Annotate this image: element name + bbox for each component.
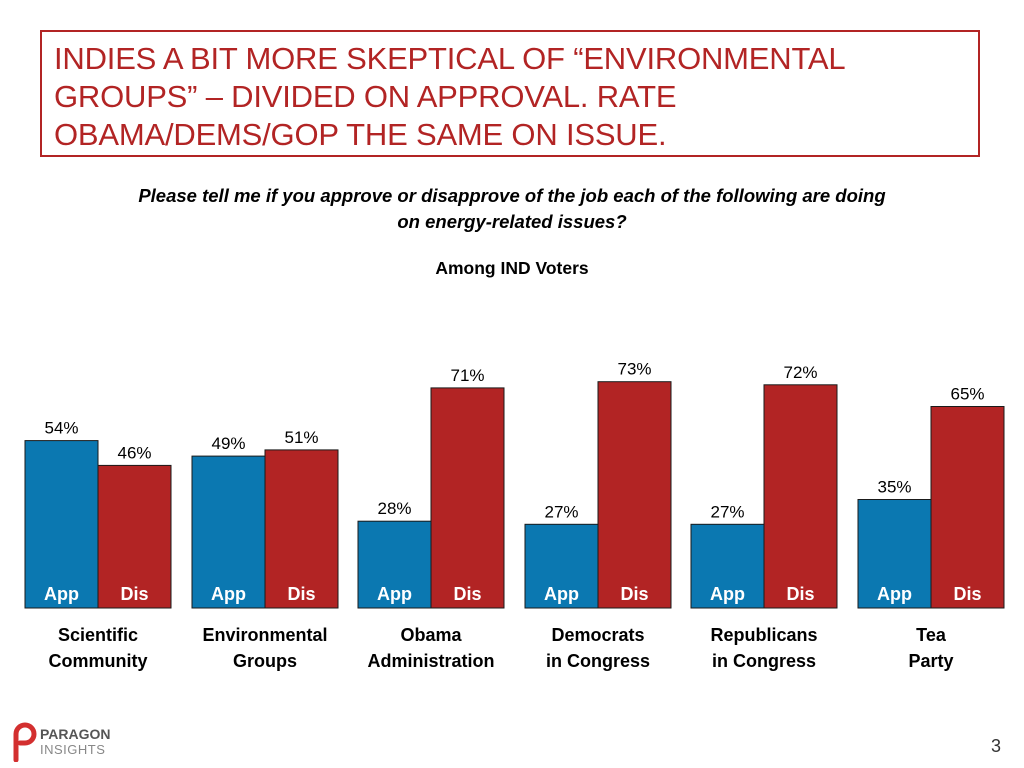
title-box: INDIES A BIT MORE SKEPTICAL OF “ENVIRONM…: [40, 30, 980, 157]
series-label-dis: Dis: [120, 584, 148, 604]
series-label-app: App: [211, 584, 246, 604]
category-label: in Congress: [712, 651, 816, 671]
category-label: Environmental: [202, 625, 327, 645]
category-label: Republicans: [710, 625, 817, 645]
bar-app: [357, 520, 432, 609]
logo-brand-top: PARAGON: [40, 726, 111, 742]
bar-dis: [597, 381, 672, 609]
data-label: 46%: [117, 443, 151, 462]
bar-dis: [763, 384, 838, 609]
logo-brand-bottom: INSIGHTS: [40, 742, 105, 757]
title-line-2: GROUPS” – DIVIDED ON APPROVAL. RATE: [54, 79, 677, 114]
series-label-dis: Dis: [953, 584, 981, 604]
bar-dis: [930, 406, 1005, 609]
bar-dis: [430, 387, 505, 609]
chart-subtitle: Among IND Voters: [435, 258, 589, 278]
paragon-insights-logo: PARAGON INSIGHTS: [13, 722, 111, 762]
survey-question: Please tell me if you approve or disappr…: [30, 183, 994, 235]
data-label: 65%: [950, 385, 984, 404]
data-label: 27%: [544, 502, 578, 521]
data-label: 54%: [44, 419, 78, 438]
bar-app: [24, 440, 99, 609]
title-line-3: OBAMA/DEMS/GOP THE SAME ON ISSUE.: [54, 117, 667, 152]
bar-app: [524, 523, 599, 609]
data-label: 72%: [783, 363, 817, 382]
category-label: Scientific: [58, 625, 138, 645]
bar-app: [191, 455, 266, 609]
series-label-dis: Dis: [620, 584, 648, 604]
series-label-app: App: [710, 584, 745, 604]
bar-dis: [264, 449, 339, 609]
category-label: Democrats: [551, 625, 644, 645]
paragon-p-icon: [13, 722, 37, 762]
category-label: Administration: [367, 651, 494, 671]
category-label: Community: [49, 651, 148, 671]
data-label: 27%: [710, 502, 744, 521]
title-line-1: INDIES A BIT MORE SKEPTICAL OF “ENVIRONM…: [54, 41, 846, 76]
series-label-dis: Dis: [287, 584, 315, 604]
data-label: 73%: [617, 360, 651, 379]
series-label-dis: Dis: [453, 584, 481, 604]
series-label-app: App: [544, 584, 579, 604]
data-label: 49%: [211, 434, 245, 453]
question-line-1: Please tell me if you approve or disappr…: [138, 185, 886, 206]
bar-chart: 54% App 46% Dis Scientific Community 49% App 51%…: [24, 360, 1005, 671]
category-label: in Congress: [546, 651, 650, 671]
category-label: Groups: [233, 651, 297, 671]
data-label: 51%: [284, 428, 318, 447]
series-label-app: App: [44, 584, 79, 604]
question-line-2: on energy-related issues?: [397, 211, 627, 232]
series-label-app: App: [877, 584, 912, 604]
page-number: 3: [990, 736, 1001, 756]
bar-app: [857, 499, 932, 609]
category-label: Obama: [400, 625, 462, 645]
data-label: 35%: [877, 478, 911, 497]
category-label: Party: [908, 651, 953, 671]
series-label-app: App: [377, 584, 412, 604]
bar-dis: [97, 464, 172, 609]
series-label-dis: Dis: [786, 584, 814, 604]
data-label: 28%: [377, 499, 411, 518]
bar-app: [690, 523, 765, 609]
data-label: 71%: [450, 366, 484, 385]
category-label: Tea: [916, 625, 947, 645]
